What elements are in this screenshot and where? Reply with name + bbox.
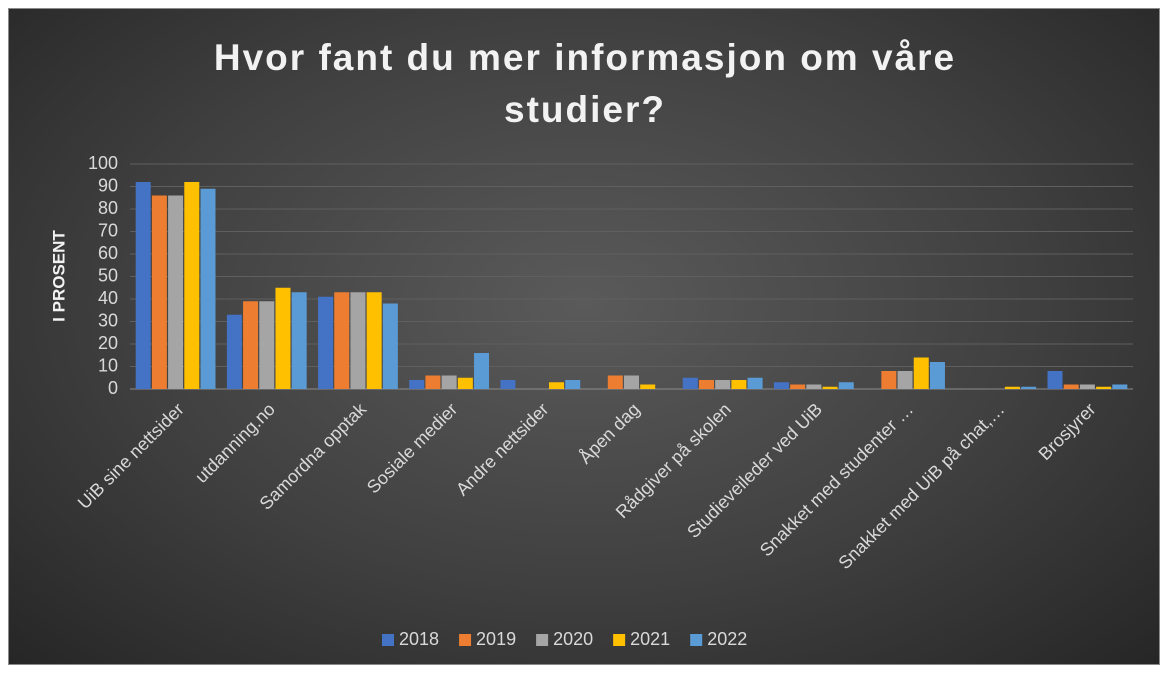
y-tick-label: 70 [98, 220, 118, 240]
bar [151, 195, 167, 389]
y-tick-label: 10 [98, 355, 118, 375]
bar [1021, 386, 1037, 389]
x-tick-label: Snakket med UiB på chat,… [834, 399, 1008, 573]
x-tick-label: Andre nettsider [452, 399, 552, 499]
bar [549, 382, 565, 389]
bar [318, 296, 334, 389]
chart-title: Hvor fant du mer informasjon om våre stu… [213, 37, 957, 130]
bar [382, 303, 398, 389]
bar [1096, 386, 1112, 389]
bar [184, 182, 200, 389]
bar [350, 292, 366, 389]
bar [773, 382, 789, 389]
y-tick-label: 60 [98, 243, 118, 263]
bar [200, 188, 216, 389]
legend-label: 2019 [476, 629, 516, 649]
legend-swatch [459, 634, 472, 646]
bar [500, 380, 516, 389]
bar [897, 371, 913, 389]
bar [1079, 384, 1095, 389]
bar [259, 301, 275, 389]
bar [226, 314, 242, 389]
legend-label: 2020 [553, 629, 593, 649]
x-tick-label: UiB sine nettsider [74, 399, 188, 513]
bar [806, 384, 822, 389]
bar [640, 384, 656, 389]
bar [1112, 384, 1128, 389]
bar [698, 380, 714, 389]
legend-swatch [613, 634, 626, 646]
y-tick-label: 40 [98, 288, 118, 308]
chart-area [8, 8, 1160, 665]
bar [1004, 386, 1020, 389]
legend-swatch [382, 634, 394, 646]
bar [929, 362, 945, 389]
y-tick-label: 90 [98, 175, 118, 195]
bar [334, 292, 350, 389]
bar [409, 380, 425, 389]
bar [624, 375, 639, 389]
legend-label: 2021 [630, 629, 670, 649]
legend-swatch [536, 634, 549, 646]
bar [441, 375, 457, 389]
legend-swatch [690, 634, 703, 646]
bar [715, 380, 731, 389]
bar [565, 380, 581, 389]
y-axis-label: I PROSENT [49, 230, 68, 322]
y-tick-label: 50 [98, 265, 118, 285]
bar [607, 375, 623, 389]
x-tick-label: Snakket med studenter … [756, 399, 917, 560]
legend-label: 2022 [707, 629, 747, 649]
bar [1063, 384, 1079, 389]
bar [747, 377, 763, 389]
bar [275, 287, 291, 389]
bar [838, 382, 854, 389]
bar [881, 371, 897, 389]
bar [1047, 371, 1063, 389]
x-tick-label: Sosiale medier [363, 399, 461, 497]
bar [291, 292, 307, 389]
bar [425, 375, 441, 389]
bar [731, 380, 747, 389]
bar [474, 353, 490, 389]
y-tick-label: 80 [98, 198, 118, 218]
legend-label: 2018 [399, 629, 439, 649]
bar [168, 195, 184, 389]
bar [682, 377, 698, 389]
x-tick-label: Åpen dag [575, 399, 644, 468]
y-tick-label: 100 [88, 153, 118, 173]
y-tick-label: 20 [98, 333, 118, 353]
bar [822, 386, 838, 389]
bar [243, 301, 259, 389]
bar [913, 357, 929, 389]
bar [457, 377, 473, 389]
y-tick-label: 30 [98, 310, 118, 330]
x-tick-label: Brosjyrer [1035, 399, 1100, 464]
bar [366, 292, 382, 389]
bar [790, 384, 806, 389]
x-tick-label: utdanning.no [191, 399, 279, 487]
y-tick-label: 0 [108, 378, 118, 398]
bar [135, 182, 151, 389]
